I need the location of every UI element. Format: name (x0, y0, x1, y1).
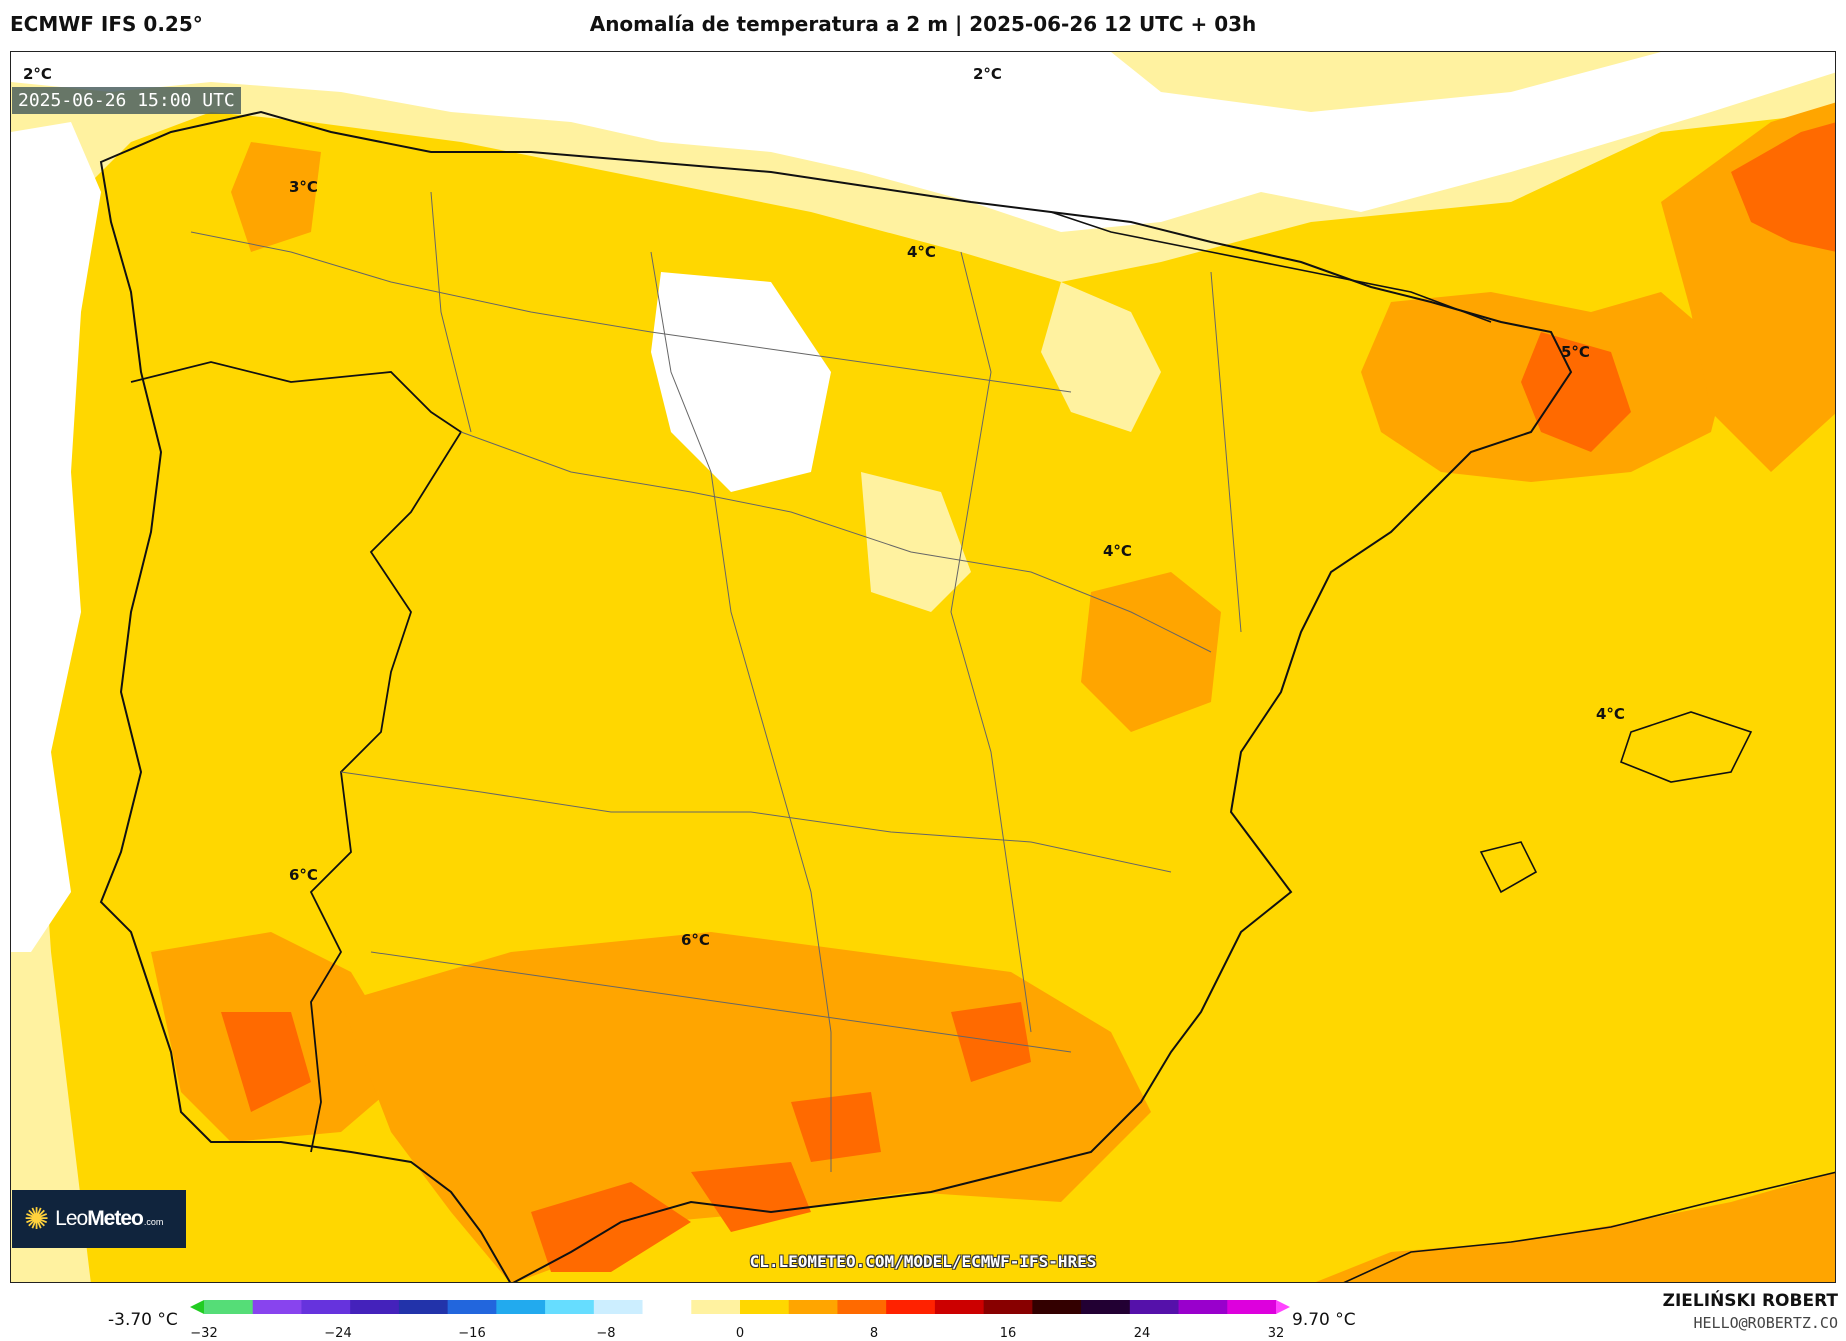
anomaly-zone-red-malaga (691, 1162, 811, 1232)
colorbar-segment (983, 1300, 1033, 1314)
africa-coastline (1343, 1171, 1835, 1282)
map-title: Anomalía de temperatura a 2 m | 2025-06-… (589, 12, 1257, 36)
colorbar-segment (642, 1300, 692, 1314)
colorbar-segment (1129, 1300, 1180, 1314)
colorbar-segment (837, 1300, 887, 1314)
admin-borders (190, 191, 1242, 1172)
colorbar-segment (545, 1300, 595, 1314)
iberia-coastline (99, 110, 1573, 1282)
portugal-border (130, 361, 463, 1153)
anomaly-zone-orange-africa (1316, 1172, 1835, 1282)
contour-label: 2°C (973, 65, 1002, 83)
colorbar-segment (496, 1300, 546, 1314)
anomaly-zone-red-granada (791, 1092, 881, 1162)
map-canvas: 2°C 2°C 3°C 4°C 5°C 4°C 4°C 6°C 6°C (11, 52, 1835, 1282)
colorbar-segment (740, 1300, 790, 1314)
colorbar-segment (691, 1300, 741, 1314)
colorbar-segment (886, 1300, 936, 1314)
colorbar-segment (350, 1300, 400, 1314)
contour-label: 4°C (1596, 705, 1625, 723)
colorbar-tick-label: 24 (1133, 1326, 1151, 1341)
colorbar-segment (447, 1300, 497, 1314)
author-credit: ZIELIŃSKI ROBERT (1662, 1291, 1838, 1311)
colorbar-segment (204, 1300, 254, 1314)
france-border (1050, 211, 1492, 323)
contour-label: 3°C (289, 178, 318, 196)
anomaly-map: 2°C 2°C 3°C 4°C 5°C 4°C 4°C 6°C 6°C (10, 51, 1836, 1283)
colorbar-segment (252, 1300, 302, 1314)
model-name: ECMWF IFS 0.25° (10, 12, 203, 36)
contour-label: 6°C (681, 931, 710, 949)
anomaly-zone-white-atlantic (11, 122, 101, 952)
contour-label: 4°C (1103, 542, 1132, 560)
anomaly-zone-red-alentejo (221, 1012, 311, 1112)
colorbar (190, 1300, 1290, 1314)
contour-label: 2°C (23, 65, 52, 83)
colorbar-max-extend (1276, 1300, 1290, 1314)
colorbar-tick-label: −16 (458, 1326, 486, 1341)
colorbar-segment (1032, 1300, 1082, 1314)
source-url[interactable]: CL.LEOMETEO.COM/MODEL/ECMWF-IFS-HRES (749, 1252, 1097, 1271)
colorbar-segment (1178, 1300, 1228, 1314)
colorbar-segment (934, 1300, 985, 1314)
ibiza-island (1479, 841, 1538, 894)
anomaly-zone-orange-valencia (1081, 572, 1221, 732)
colorbar-max-label: 9.70 °C (1292, 1310, 1356, 1330)
anomaly-zone-pale-center (861, 472, 971, 612)
anomaly-zone-orange-andalusia (341, 932, 1151, 1282)
colorbar-min-label: -3.70 °C (108, 1310, 178, 1330)
anomaly-zone-red-catalonia (1521, 332, 1631, 452)
anomaly-zone-white-meseta (651, 272, 831, 492)
leometeo-logo[interactable]: ✺ LeoMeteo .com (12, 1190, 186, 1248)
anomaly-zone-white-north (11, 52, 1835, 232)
contour-label: 4°C (907, 243, 936, 261)
author-email[interactable]: HELLO@ROBERTZ.CO (1693, 1314, 1839, 1332)
colorbar-tick-label: −32 (190, 1326, 218, 1341)
anomaly-zone-pale-ebro (1041, 282, 1161, 432)
anomaly-zone-red-france-south (1731, 122, 1835, 252)
colorbar-segment (788, 1300, 838, 1314)
colorbar-segment (398, 1300, 449, 1314)
colorbar-segment (593, 1300, 644, 1314)
colorbar-min-extend (190, 1300, 204, 1314)
valid-time-badge: 2025-06-26 15:00 UTC (12, 87, 241, 114)
contour-label: 6°C (289, 866, 318, 884)
contour-label: 5°C (1561, 343, 1590, 361)
anomaly-zone-red-jaen (951, 1002, 1031, 1082)
colorbar-segment (1227, 1300, 1277, 1314)
colorbar-tick-label: 0 (735, 1326, 745, 1341)
sun-icon: ✺ (24, 1202, 50, 1236)
colorbar-segment (1081, 1300, 1131, 1314)
logo-text: LeoMeteo (55, 1207, 144, 1230)
colorbar-tick-label: 8 (869, 1326, 879, 1341)
mallorca-island (1620, 711, 1753, 783)
colorbar-tick-label: 32 (1267, 1326, 1285, 1341)
logo-domain: .com (143, 1217, 164, 1227)
colorbar-tick-label: −8 (596, 1326, 616, 1341)
colorbar-segment (301, 1300, 351, 1314)
colorbar-tick-label: 16 (999, 1326, 1017, 1341)
anomaly-zone-orange-galicia (231, 142, 321, 252)
colorbar-tick-label: −24 (324, 1326, 352, 1341)
